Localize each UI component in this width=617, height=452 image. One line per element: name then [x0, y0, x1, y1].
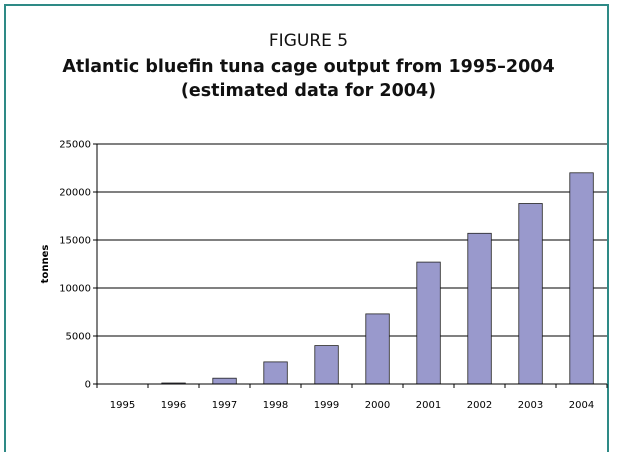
- chart-title: Atlantic bluefin tuna cage output from 1…: [0, 55, 617, 103]
- x-tick-label: 1997: [212, 400, 237, 411]
- bar-1997: [212, 377, 237, 385]
- bar-2000: [365, 313, 390, 385]
- bar-2002: [467, 232, 492, 385]
- y-tick-label: 5000: [66, 332, 91, 343]
- bar-1998: [263, 361, 288, 385]
- y-tick-label: 0: [85, 380, 91, 391]
- x-tick-label: 1999: [314, 400, 339, 411]
- y-tick-label: 15000: [59, 236, 91, 247]
- bar-2004: [569, 172, 594, 385]
- x-tick-label: 2000: [365, 400, 390, 411]
- chart-title-line-1: Atlantic bluefin tuna cage output from 1…: [62, 57, 555, 77]
- x-tick-label: 2004: [569, 400, 594, 411]
- chart-title-line-2: (estimated data for 2004): [180, 81, 437, 101]
- y-tick-label: 10000: [59, 284, 91, 295]
- bar-2003: [518, 203, 543, 385]
- x-tick-label: 2002: [467, 400, 492, 411]
- x-tick-label: 1998: [263, 400, 288, 411]
- y-tick-label: 25000: [59, 140, 91, 151]
- x-tick-label: 2001: [416, 400, 441, 411]
- bar-2001: [416, 261, 441, 385]
- y-ticks: 0 5000 10000 15000 20000 25000: [59, 140, 97, 391]
- figure-label: FIGURE 5: [268, 31, 349, 51]
- x-tick-label: 1996: [161, 400, 186, 411]
- x-tick-label: 1995: [110, 400, 135, 411]
- x-ticks: 1995 1996 1997 1998 1999 2000 2001 2002 2003 2004: [96, 384, 608, 411]
- x-tick-label: 2003: [518, 400, 543, 411]
- bars: [161, 172, 594, 385]
- figure-frame: [4, 4, 609, 452]
- bar-1999: [314, 345, 339, 385]
- y-axis-label: tonnes: [40, 245, 51, 284]
- y-tick-label: 20000: [59, 188, 91, 199]
